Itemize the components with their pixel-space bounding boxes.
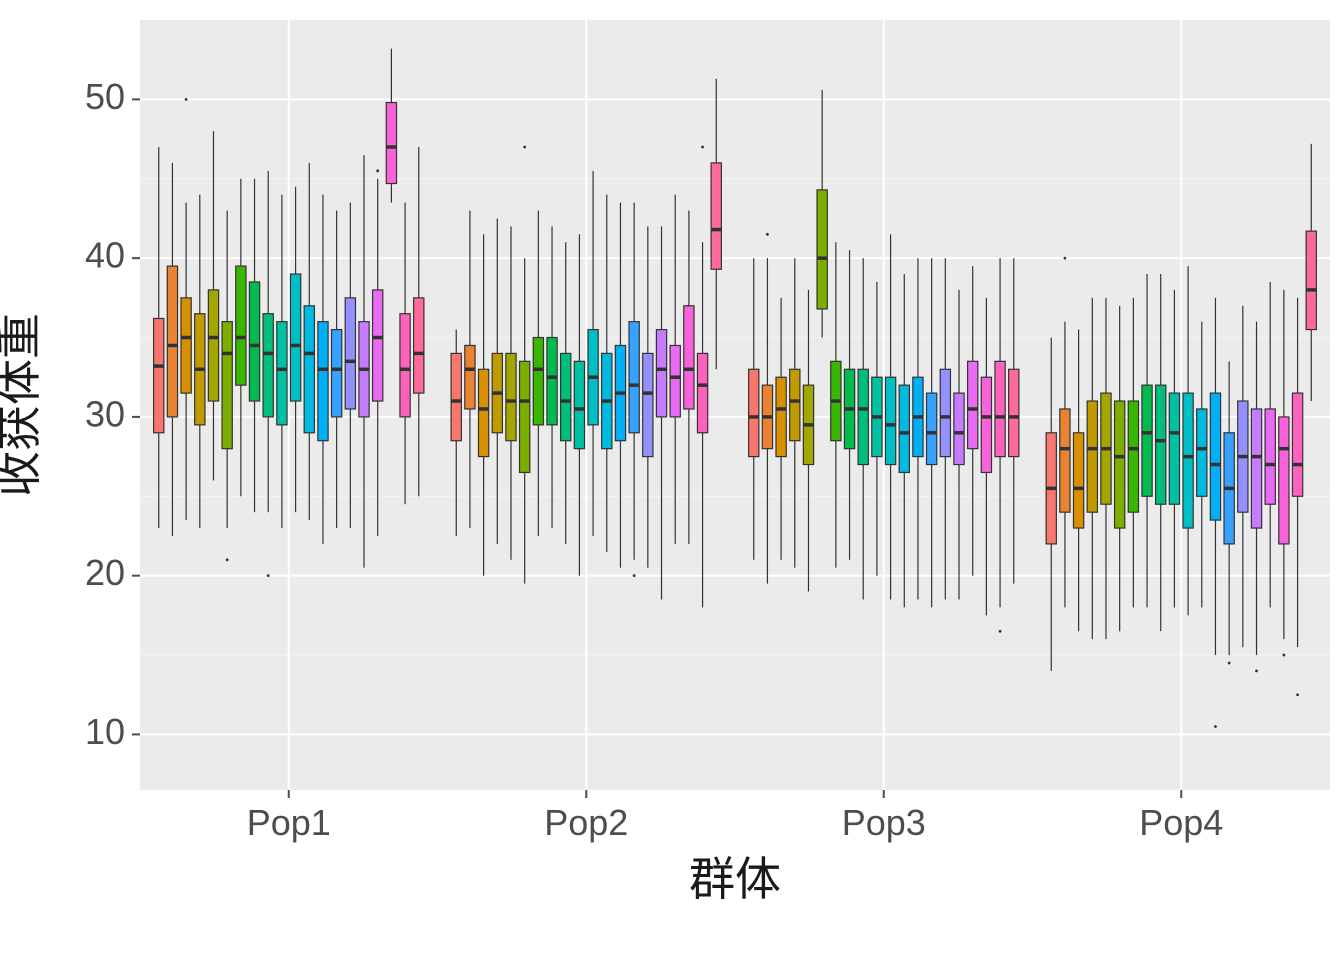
outlier <box>1214 725 1217 728</box>
box <box>697 353 707 432</box>
outlier <box>1296 693 1299 696</box>
box <box>345 298 355 409</box>
box <box>817 190 827 309</box>
outlier <box>1228 662 1231 665</box>
box <box>154 318 164 432</box>
outlier <box>376 169 379 172</box>
box <box>940 369 950 456</box>
box <box>520 361 530 472</box>
box <box>533 338 543 425</box>
y-tick-label: 50 <box>85 76 125 117</box>
box <box>711 163 721 269</box>
box <box>1292 393 1302 496</box>
box <box>1156 385 1166 504</box>
box <box>1087 401 1097 512</box>
box <box>995 361 1005 456</box>
y-axis-title: 收获体重 <box>0 313 45 497</box>
box <box>451 353 461 440</box>
box <box>373 290 383 401</box>
outlier <box>701 146 704 149</box>
box <box>670 345 680 416</box>
box <box>332 330 342 417</box>
box <box>414 298 424 393</box>
box <box>858 369 868 464</box>
box <box>749 369 759 456</box>
box <box>208 290 218 401</box>
boxplot-chart: 10 20 30 40 50 Pop1 Pop2 Pop3 Pop4 收获体重群体 <box>0 0 1344 960</box>
outlier <box>226 558 229 561</box>
box <box>1279 417 1289 544</box>
box <box>1060 409 1070 512</box>
y-tick-label: 20 <box>85 552 125 593</box>
outlier <box>1064 257 1067 260</box>
box <box>1128 401 1138 512</box>
box <box>1142 385 1152 496</box>
outlier <box>1255 670 1258 673</box>
box <box>465 345 475 409</box>
box <box>1009 369 1019 456</box>
y-tick-label: 30 <box>85 393 125 434</box>
box <box>885 377 895 464</box>
outlier <box>1282 654 1285 657</box>
box <box>899 385 909 472</box>
box <box>656 330 666 417</box>
box <box>506 353 516 440</box>
box <box>547 338 557 425</box>
box <box>277 322 287 425</box>
box <box>478 369 488 456</box>
box <box>1115 401 1125 528</box>
box <box>1169 393 1179 504</box>
box <box>574 361 584 448</box>
box <box>263 314 273 417</box>
box <box>304 306 314 433</box>
box <box>318 322 328 441</box>
outlier <box>766 233 769 236</box>
box <box>1197 409 1207 496</box>
box <box>968 361 978 448</box>
box <box>290 274 300 401</box>
box <box>249 282 259 401</box>
box <box>1306 231 1316 329</box>
box <box>954 393 964 464</box>
box <box>386 103 396 184</box>
box <box>981 377 991 472</box>
x-tick-label: Pop2 <box>544 802 628 843</box>
outlier <box>999 630 1002 633</box>
x-axis-title: 群体 <box>689 853 781 905</box>
outlier <box>523 146 526 149</box>
box <box>181 298 191 393</box>
outlier <box>633 574 636 577</box>
box <box>684 306 694 409</box>
box <box>561 353 571 440</box>
y-tick-label: 40 <box>85 235 125 276</box>
x-tick-label: Pop4 <box>1139 802 1223 843</box>
box <box>790 369 800 440</box>
outlier <box>185 98 188 101</box>
box <box>1251 409 1261 528</box>
box <box>927 393 937 464</box>
y-tick-label: 10 <box>85 711 125 752</box>
box <box>400 314 410 417</box>
box <box>1183 393 1193 528</box>
box <box>1073 433 1083 528</box>
box <box>1265 409 1275 504</box>
outlier <box>267 574 270 577</box>
box <box>1210 393 1220 520</box>
box <box>236 266 246 385</box>
x-tick-label: Pop3 <box>842 802 926 843</box>
box <box>222 322 232 449</box>
box <box>167 266 177 417</box>
box <box>629 322 639 433</box>
box <box>643 353 653 456</box>
x-tick-label: Pop1 <box>247 802 331 843</box>
box <box>776 377 786 456</box>
